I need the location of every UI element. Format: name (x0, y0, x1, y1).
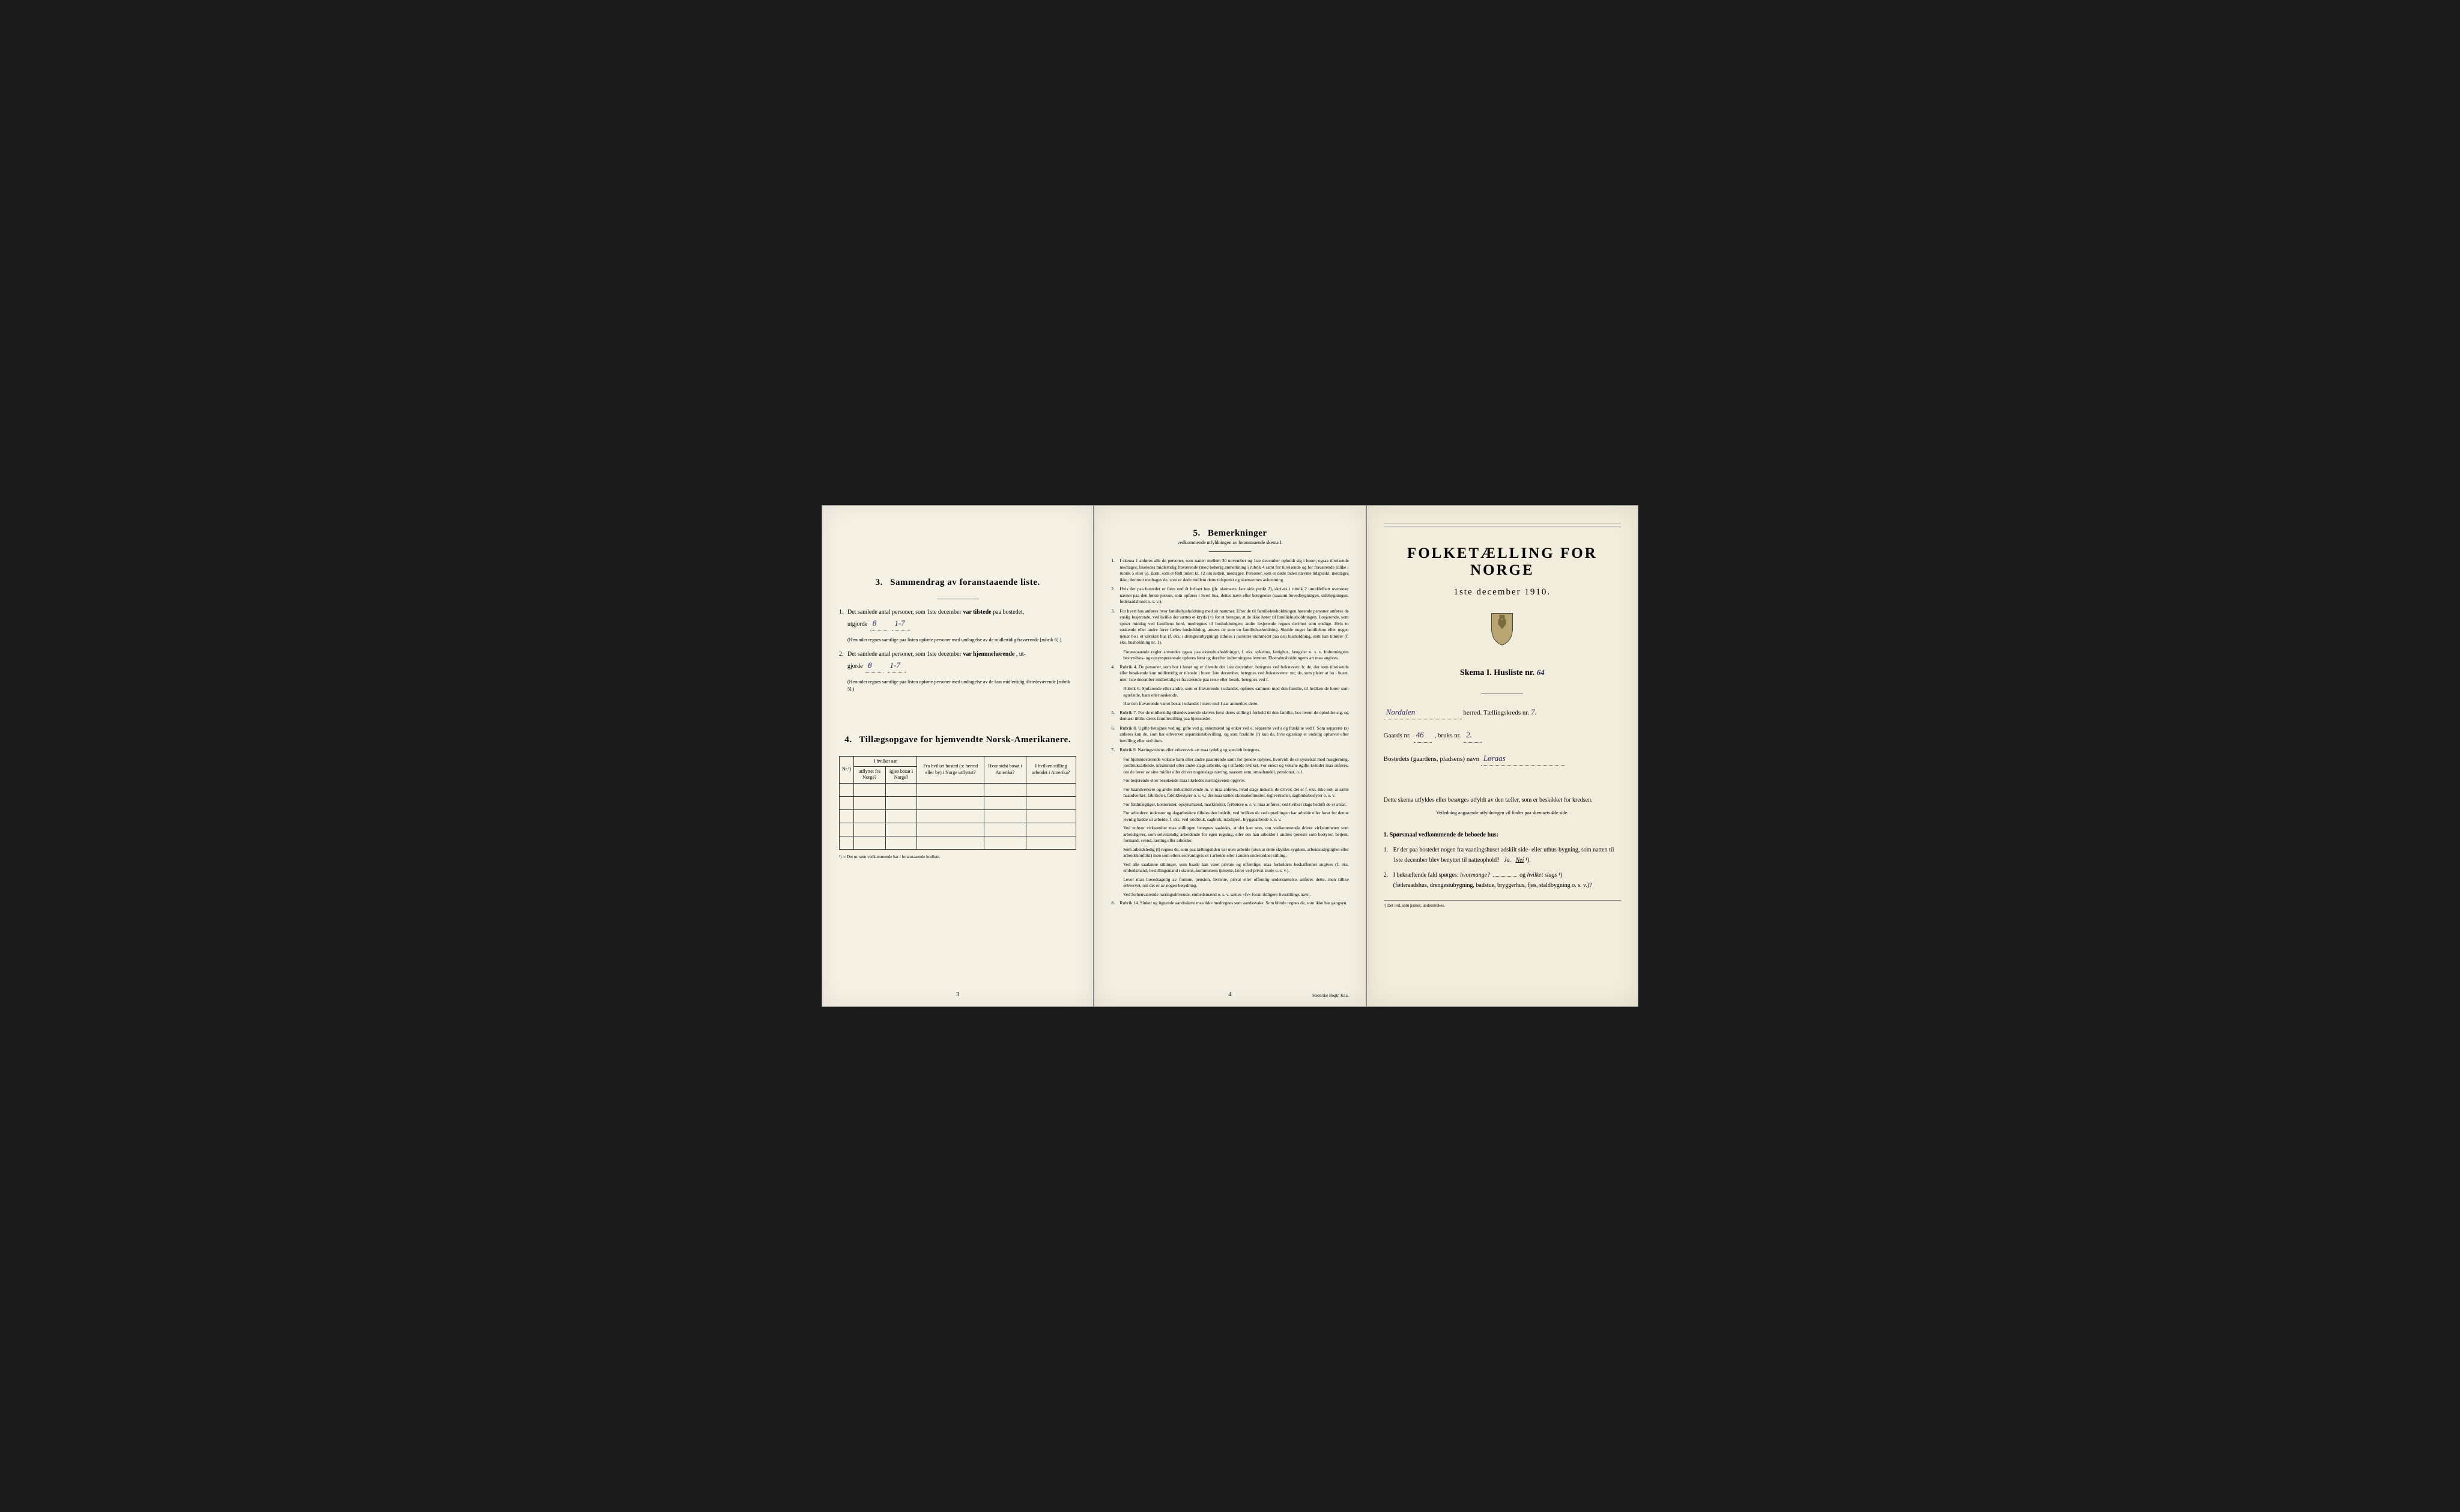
bruks-nr: 2. (1464, 728, 1482, 742)
value-tilstede: 1-7 (892, 617, 910, 631)
answer-nei: Nei (1516, 857, 1524, 863)
bemerk-sub: For arbeidere, inderster og dagarbeidere… (1111, 810, 1348, 823)
table-row (840, 796, 1076, 809)
page-3-sammendrag: 3. Sammendrag av foranstaaende liste. 1.… (822, 505, 1094, 1007)
bemerk-item: 4.Rubrik 4. De personer, som bor i huset… (1111, 664, 1348, 683)
herred-line: Nordalen herred. Tællingskreds nr. 7. (1384, 705, 1621, 719)
bemerk-sub: Ved forhenværende næringsdrivende, embed… (1111, 892, 1348, 898)
bemerk-item: 1.I skema 1 anføres alle de personer, so… (1111, 558, 1348, 583)
printer-mark: Steen'ske Bogtr. Kr.a. (1312, 993, 1349, 998)
page-4-bemerkninger: 5. Bemerkninger vedkommende utfyldningen… (1094, 505, 1366, 1007)
census-date: 1ste december 1910. (1384, 587, 1621, 597)
bemerk-sub: Rubrik 6. Sjøfarende eller andre, som er… (1111, 686, 1348, 698)
page-number-4: 4 (1228, 991, 1231, 998)
bemerk-item: 2.Hvis der paa bostedet er flere end ét … (1111, 586, 1348, 605)
bemerk-sub: Ved enhver virksomhet maa stillingen bet… (1111, 825, 1348, 844)
value-hjemme: 1-7 (888, 659, 906, 673)
section-3-title: 3. Sammendrag av foranstaaende liste. (839, 578, 1076, 588)
col-stilling: I hvilken stilling arbeidet i Amerika? (1026, 756, 1076, 783)
bemerk-item: 5.Rubrik 7. For de midlertidig tilstedev… (1111, 710, 1348, 722)
skema-line: Skema I. Husliste nr. 64 (1384, 668, 1621, 678)
bemerk-sub: Ved alle saadanne stillinger, som baade … (1111, 862, 1348, 874)
bemerk-sub: Som arbeidsledig (l) regnes de, som paa … (1111, 847, 1348, 859)
herred-value: Nordalen (1384, 705, 1462, 719)
kreds-nr: 7. (1531, 707, 1537, 716)
section-5-title: 5. Bemerkninger (1111, 528, 1348, 539)
item-2-hjemme: 2. Det samlede antal personer, som 1ste … (839, 650, 1076, 673)
guidance-note: Veiledning angaaende utfyldningen vil fi… (1384, 810, 1621, 815)
col-aar: I hvilket aar (854, 756, 917, 766)
table-row (840, 823, 1076, 836)
bemerk-item: 8.Rubrik 14. Sinker og lignende aandsslø… (1111, 900, 1348, 907)
col-amerika-sted: Hvor sidst bosat i Amerika? (984, 756, 1026, 783)
table-row (840, 836, 1076, 849)
page-1-title: FOLKETÆLLING FOR NORGE 1ste december 191… (1366, 505, 1638, 1007)
table-footnote: ¹) ɔ: Det nr. som vedkommende har i fora… (839, 854, 1076, 859)
bemerk-list: 1.I skema 1 anføres alle de personer, so… (1111, 558, 1348, 907)
bemerk-item: 7.Rubrik 9. Næringsveiens eller erhverve… (1111, 747, 1348, 754)
coat-of-arms-icon (1384, 612, 1621, 650)
questions-section: 1. Spørsmaal vedkommende de beboede hus:… (1384, 830, 1621, 891)
table-row (840, 783, 1076, 796)
item-2-note: (Herunder regnes samtlige paa listen opf… (839, 679, 1076, 693)
value-tilstede-struck: 8 (870, 617, 888, 631)
gaards-nr: 46 (1414, 728, 1432, 742)
section-5-subtitle: vedkommende utfyldningen av foranstaaend… (1111, 540, 1348, 545)
p3-footnote: ¹) Det ord, som passer, understrekes. (1384, 900, 1621, 908)
question-2: 2. I bekræftende fald spørges: hvormange… (1384, 870, 1621, 891)
bemerk-sub: Lever man hovedsagelig av formue, pensio… (1111, 877, 1348, 889)
bemerk-sub: Har den fraværende været bosat i utlande… (1111, 701, 1348, 707)
census-document: 3. Sammendrag av foranstaaende liste. 1.… (822, 505, 1638, 1007)
bosted-line: Bostedets (gaardens, pladsens) navn Løra… (1384, 751, 1621, 766)
bemerk-item: 6.Rubrik 8. Ugifte betegnes ved ug, gift… (1111, 725, 1348, 745)
main-title: FOLKETÆLLING FOR NORGE (1384, 545, 1621, 579)
husliste-nr: 64 (1537, 668, 1545, 677)
bemerk-sub: Foranstaaende regler anvendes ogsaa paa … (1111, 649, 1348, 662)
col-bosted: Fra hvilket bosted (ɔ: herred eller by) … (917, 756, 984, 783)
filler-note: Dette skema utfyldes eller besørges utfy… (1384, 796, 1621, 805)
col-nr: Nr.¹) (840, 756, 854, 783)
bemerk-sub: For haandverkere og andre industridriven… (1111, 787, 1348, 799)
item-1-note: (Herunder regnes samtlige paa listen opf… (839, 637, 1076, 644)
gaards-line: Gaards nr. 46 , bruks nr. 2. (1384, 728, 1621, 742)
col-bosat: igjen bosat i Norge? (885, 766, 917, 783)
bemerk-sub: For losjerende eller besøkende maa likel… (1111, 778, 1348, 784)
bemerk-item: 3.For hvert hus anføres hver familiehush… (1111, 608, 1348, 646)
tillaeg-tbody (840, 783, 1076, 849)
question-1: 1. Er der paa bostedet nogen fra vaaning… (1384, 845, 1621, 865)
section-4-title: 4. Tillægsopgave for hjemvendte Norsk-Am… (839, 735, 1076, 745)
page-number-3: 3 (956, 991, 959, 998)
bemerk-sub: For fuldmægtiger, kontorister, opsynsmæn… (1111, 802, 1348, 808)
bemerk-sub: For hjemmeværende voksne barn eller andr… (1111, 757, 1348, 776)
item-1-tilstede: 1. Det samlede antal personer, som 1ste … (839, 608, 1076, 631)
table-row (840, 809, 1076, 823)
tillaeg-table: Nr.¹) I hvilket aar Fra hvilket bosted (… (839, 756, 1076, 850)
col-utflyttet: utflyttet fra Norge? (854, 766, 885, 783)
bosted-value: Løraas (1481, 751, 1565, 766)
value-hjemme-struck: 8 (865, 659, 883, 673)
